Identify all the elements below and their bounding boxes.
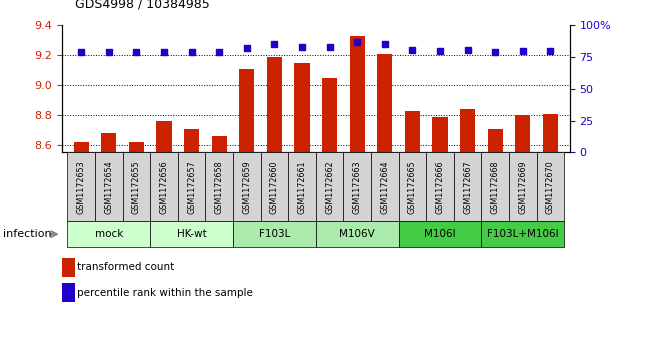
Text: GSM1172653: GSM1172653 [77, 160, 86, 214]
Bar [377, 54, 393, 152]
Bar [101, 133, 117, 152]
Bar [288, 152, 316, 221]
Text: mock: mock [94, 229, 123, 239]
Bar [212, 136, 227, 152]
Bar [316, 152, 343, 221]
Point [324, 44, 335, 50]
Text: GSM1172665: GSM1172665 [408, 160, 417, 214]
Point [462, 46, 473, 52]
Bar [233, 221, 316, 247]
Bar [432, 117, 447, 152]
Bar [67, 152, 95, 221]
Point [518, 48, 528, 54]
Bar [62, 283, 75, 302]
Point [186, 49, 197, 55]
Text: GSM1172660: GSM1172660 [270, 160, 279, 214]
Point [269, 41, 279, 47]
Bar [371, 152, 398, 221]
Bar [316, 221, 398, 247]
Point [214, 49, 225, 55]
Text: percentile rank within the sample: percentile rank within the sample [77, 288, 253, 298]
Bar [67, 221, 150, 247]
Bar [156, 121, 172, 152]
Bar [62, 258, 75, 277]
Bar [205, 152, 233, 221]
Bar [481, 152, 509, 221]
Bar [515, 115, 531, 152]
Bar [536, 152, 564, 221]
Bar [129, 142, 144, 152]
Bar [150, 221, 233, 247]
Point [435, 48, 445, 54]
Bar [95, 152, 122, 221]
Bar [405, 111, 420, 152]
Bar [398, 221, 481, 247]
Bar [426, 152, 454, 221]
Text: transformed count: transformed count [77, 262, 174, 272]
Text: infection: infection [3, 229, 52, 239]
Point [380, 41, 390, 47]
Point [242, 45, 252, 51]
Point [352, 39, 363, 45]
Text: GSM1172664: GSM1172664 [380, 160, 389, 214]
Bar [488, 129, 503, 152]
Bar [233, 152, 260, 221]
Text: GSM1172670: GSM1172670 [546, 160, 555, 214]
Text: GSM1172668: GSM1172668 [491, 160, 499, 214]
Bar [150, 152, 178, 221]
Text: GSM1172655: GSM1172655 [132, 160, 141, 214]
Point [159, 49, 169, 55]
Bar [178, 152, 205, 221]
Text: GSM1172654: GSM1172654 [104, 160, 113, 214]
Bar [350, 36, 365, 152]
Text: GSM1172661: GSM1172661 [298, 160, 307, 214]
Text: GSM1172663: GSM1172663 [353, 160, 361, 214]
Text: GSM1172667: GSM1172667 [463, 160, 472, 214]
Point [131, 49, 141, 55]
Bar [239, 69, 255, 152]
Text: GSM1172659: GSM1172659 [242, 160, 251, 214]
Bar [543, 114, 558, 152]
Bar [294, 63, 309, 152]
Text: GDS4998 / 10384985: GDS4998 / 10384985 [75, 0, 210, 11]
Text: GSM1172666: GSM1172666 [436, 160, 445, 214]
Bar [260, 152, 288, 221]
Text: GSM1172656: GSM1172656 [159, 160, 169, 214]
Point [76, 49, 87, 55]
Bar [343, 152, 371, 221]
Bar [398, 152, 426, 221]
Point [490, 49, 501, 55]
Bar [122, 152, 150, 221]
Point [407, 46, 417, 52]
Text: GSM1172658: GSM1172658 [215, 160, 224, 214]
Bar [184, 129, 199, 152]
Bar [509, 152, 536, 221]
Text: GSM1172669: GSM1172669 [518, 160, 527, 214]
Text: GSM1172662: GSM1172662 [325, 160, 334, 214]
Bar [322, 78, 337, 152]
Point [545, 48, 555, 54]
Point [104, 49, 114, 55]
Text: F103L: F103L [258, 229, 290, 239]
Text: M106V: M106V [339, 229, 375, 239]
Bar [74, 142, 89, 152]
Text: HK-wt: HK-wt [176, 229, 206, 239]
Point [297, 44, 307, 50]
Bar [267, 57, 282, 152]
Bar [481, 221, 564, 247]
Bar [460, 109, 475, 152]
Text: F103L+M106I: F103L+M106I [487, 229, 559, 239]
Bar [454, 152, 481, 221]
Text: M106I: M106I [424, 229, 456, 239]
Text: GSM1172657: GSM1172657 [187, 160, 196, 214]
